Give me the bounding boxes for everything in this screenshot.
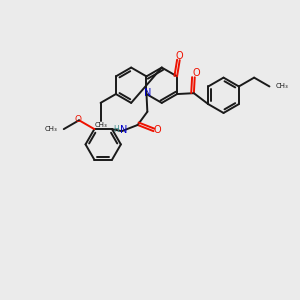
Text: H: H <box>114 125 119 134</box>
Text: O: O <box>154 125 161 135</box>
Text: N: N <box>144 88 151 98</box>
Text: N: N <box>119 125 127 135</box>
Text: CH₃: CH₃ <box>276 83 289 89</box>
Text: O: O <box>192 68 200 78</box>
Text: O: O <box>176 51 184 61</box>
Text: O: O <box>74 115 81 124</box>
Text: CH₃: CH₃ <box>44 126 57 132</box>
Text: CH₃: CH₃ <box>94 122 107 128</box>
